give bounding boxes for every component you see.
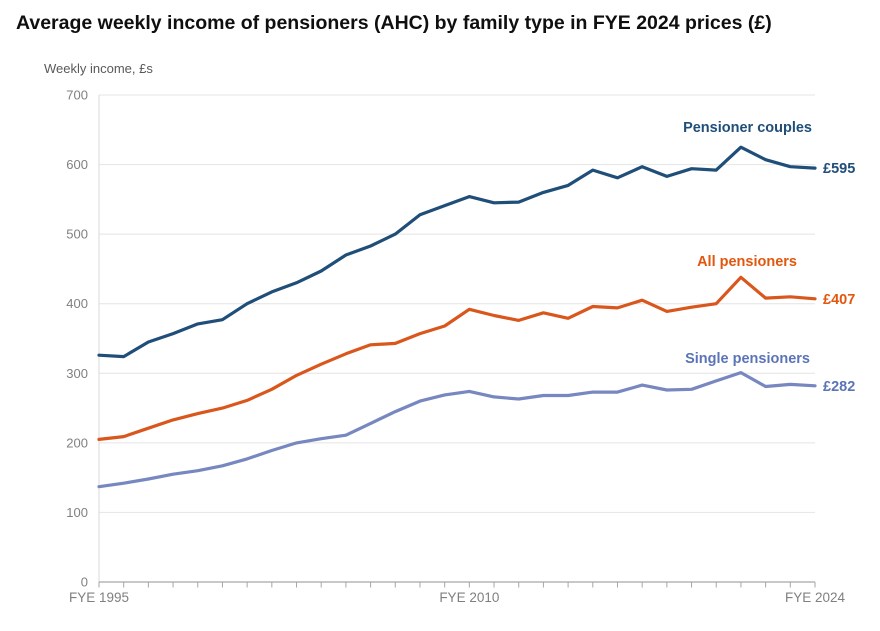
x-axis-label: FYE 2024 xyxy=(785,590,846,605)
series-label-all: All pensioners xyxy=(697,254,797,270)
series-end-value-all: £407 xyxy=(823,292,855,308)
series-line-single xyxy=(97,371,817,489)
chart-title: Average weekly income of pensioners (AHC… xyxy=(16,12,772,34)
series-end-value-couples: £595 xyxy=(823,161,855,177)
series-end-value-single: £282 xyxy=(823,379,855,395)
x-axis-label: FYE 1995 xyxy=(69,590,129,605)
y-axis-title: Weekly income, £s xyxy=(44,61,153,76)
series-line-couples xyxy=(97,145,817,359)
y-tick-label: 100 xyxy=(66,505,88,520)
y-tick-label: 500 xyxy=(66,227,88,242)
y-tick-label: 200 xyxy=(66,435,88,450)
y-tick-label: 700 xyxy=(66,88,88,103)
x-axis-label: FYE 2010 xyxy=(439,590,499,605)
y-tick-label: 0 xyxy=(81,575,88,590)
y-tick-label: 300 xyxy=(66,366,88,381)
series-label-single: Single pensioners xyxy=(685,351,810,367)
y-tick-label: 400 xyxy=(66,296,88,311)
series-label-couples: Pensioner couples xyxy=(683,120,812,136)
y-tick-label: 600 xyxy=(66,157,88,172)
series-line-all xyxy=(97,275,817,441)
